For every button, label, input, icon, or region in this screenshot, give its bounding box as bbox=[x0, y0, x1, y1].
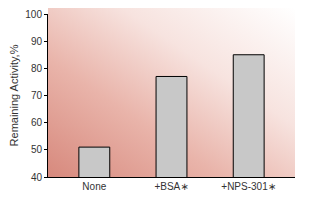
svg-text:100: 100 bbox=[25, 9, 42, 20]
svg-text:90: 90 bbox=[31, 36, 43, 47]
svg-text:80: 80 bbox=[31, 63, 43, 74]
svg-text:40: 40 bbox=[31, 172, 43, 183]
svg-text:+BSA∗: +BSA∗ bbox=[154, 181, 188, 192]
svg-text:None: None bbox=[82, 181, 106, 192]
svg-text:Remaining Activity,%: Remaining Activity,% bbox=[8, 44, 20, 146]
svg-text:50: 50 bbox=[31, 144, 43, 155]
svg-text:70: 70 bbox=[31, 90, 43, 101]
svg-text:+NPS-301∗: +NPS-301∗ bbox=[221, 181, 276, 192]
svg-text:60: 60 bbox=[31, 117, 43, 128]
